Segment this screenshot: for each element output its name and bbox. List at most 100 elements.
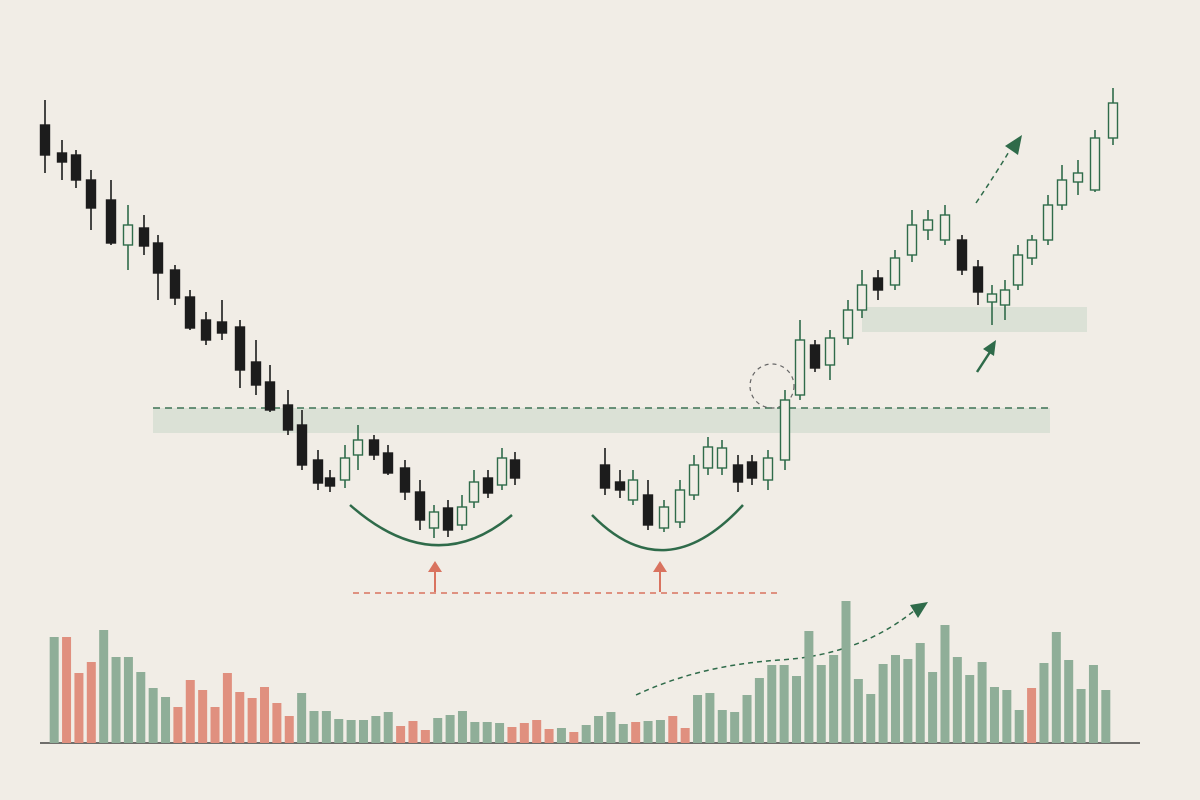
- volume-bar: [792, 676, 802, 743]
- volume-bar: [445, 715, 455, 743]
- volume-bar: [928, 672, 938, 743]
- volume-bar: [903, 659, 913, 743]
- volume-bar: [383, 712, 393, 743]
- volume-bar: [272, 703, 282, 743]
- candle-body: [658, 506, 670, 529]
- volume-bar: [334, 719, 344, 743]
- volume-bar: [1064, 660, 1074, 743]
- candle-body: [414, 491, 426, 521]
- volume-bar: [235, 692, 245, 743]
- volume-bar: [915, 643, 925, 743]
- volume-bar: [260, 687, 270, 743]
- candle-body: [1026, 239, 1038, 259]
- candle-body: [70, 154, 82, 181]
- candle-body: [85, 179, 97, 209]
- volume-bar: [1002, 690, 1012, 743]
- candle-body: [324, 477, 336, 487]
- candle-body: [216, 321, 228, 334]
- volume-bar: [581, 725, 591, 743]
- support-zone: [862, 307, 1087, 332]
- candle-body: [939, 214, 951, 241]
- arrow: [975, 351, 992, 373]
- candle-body: [809, 344, 821, 369]
- volume-bar: [569, 732, 579, 743]
- volume-bar: [606, 712, 616, 743]
- volume-bar: [1051, 632, 1061, 743]
- candle-body: [339, 457, 351, 481]
- volume-bar: [148, 688, 158, 743]
- candle-body: [282, 404, 294, 431]
- candle-body: [234, 326, 246, 371]
- candle-body: [674, 489, 686, 523]
- breakout-circle: [749, 363, 795, 409]
- candle-body: [1089, 137, 1101, 191]
- candle-body: [496, 457, 508, 486]
- volume-bar: [161, 697, 171, 743]
- volume-bar: [1039, 663, 1049, 743]
- arrow-head: [653, 561, 667, 572]
- volume-bar: [730, 712, 740, 743]
- volume-bar: [631, 722, 641, 743]
- volume-bar: [668, 716, 678, 743]
- candle-body: [169, 269, 181, 299]
- candle-body: [312, 459, 324, 484]
- volume-bar: [396, 726, 406, 743]
- volume-bar: [470, 722, 480, 743]
- candle-body: [1056, 179, 1068, 206]
- candle-body: [138, 227, 150, 247]
- candle-body: [39, 124, 51, 156]
- volume-bar: [816, 665, 826, 743]
- candle-body: [152, 242, 164, 274]
- candle-body: [922, 219, 934, 231]
- candle-body: [296, 424, 308, 466]
- candle-body: [956, 239, 968, 271]
- volume-bar: [1014, 710, 1024, 743]
- candle-body: [1072, 172, 1084, 183]
- trend-arrow: [975, 149, 1011, 204]
- candle-body: [468, 481, 480, 503]
- volume-bar: [556, 728, 566, 743]
- candle-body: [509, 459, 521, 479]
- volume-bar: [198, 690, 208, 743]
- candle-body: [986, 293, 998, 303]
- volume-bar: [829, 655, 839, 743]
- arrow-head: [1005, 135, 1022, 155]
- candle-body: [56, 152, 68, 163]
- volume-bar: [853, 679, 863, 743]
- volume-bar: [433, 718, 443, 743]
- candle-body: [250, 361, 262, 386]
- candle-body: [352, 439, 364, 456]
- volume-bar: [841, 601, 851, 743]
- volume-bar: [532, 720, 542, 743]
- candle-body: [599, 464, 611, 489]
- volume-bar: [618, 724, 628, 743]
- arrow-head: [910, 602, 928, 618]
- volume-bar: [804, 631, 814, 743]
- volume-bar: [507, 727, 517, 743]
- bottom-arc: [349, 504, 513, 547]
- volume-bar: [1076, 689, 1086, 743]
- candle-body: [627, 479, 639, 501]
- candle-body: [1042, 204, 1054, 241]
- candle-body: [642, 494, 654, 526]
- volume-bar: [371, 716, 381, 743]
- volume-bar: [693, 695, 703, 743]
- volume-bar: [519, 723, 529, 743]
- candle-body: [184, 296, 196, 329]
- volume-bar: [742, 695, 752, 743]
- candle-body: [732, 464, 744, 483]
- volume-bar: [309, 711, 319, 743]
- candle-body: [889, 257, 901, 286]
- candle-body: [105, 199, 117, 244]
- candle-body: [906, 224, 918, 256]
- candle-body: [824, 337, 836, 366]
- candle-body: [842, 309, 854, 339]
- volume-bar: [680, 728, 690, 743]
- candle-body: [456, 506, 468, 526]
- candle-body: [442, 507, 454, 531]
- candle-body: [1012, 254, 1024, 286]
- candle-body: [368, 439, 380, 456]
- volume-bar: [86, 662, 96, 743]
- volume-bar: [717, 710, 727, 743]
